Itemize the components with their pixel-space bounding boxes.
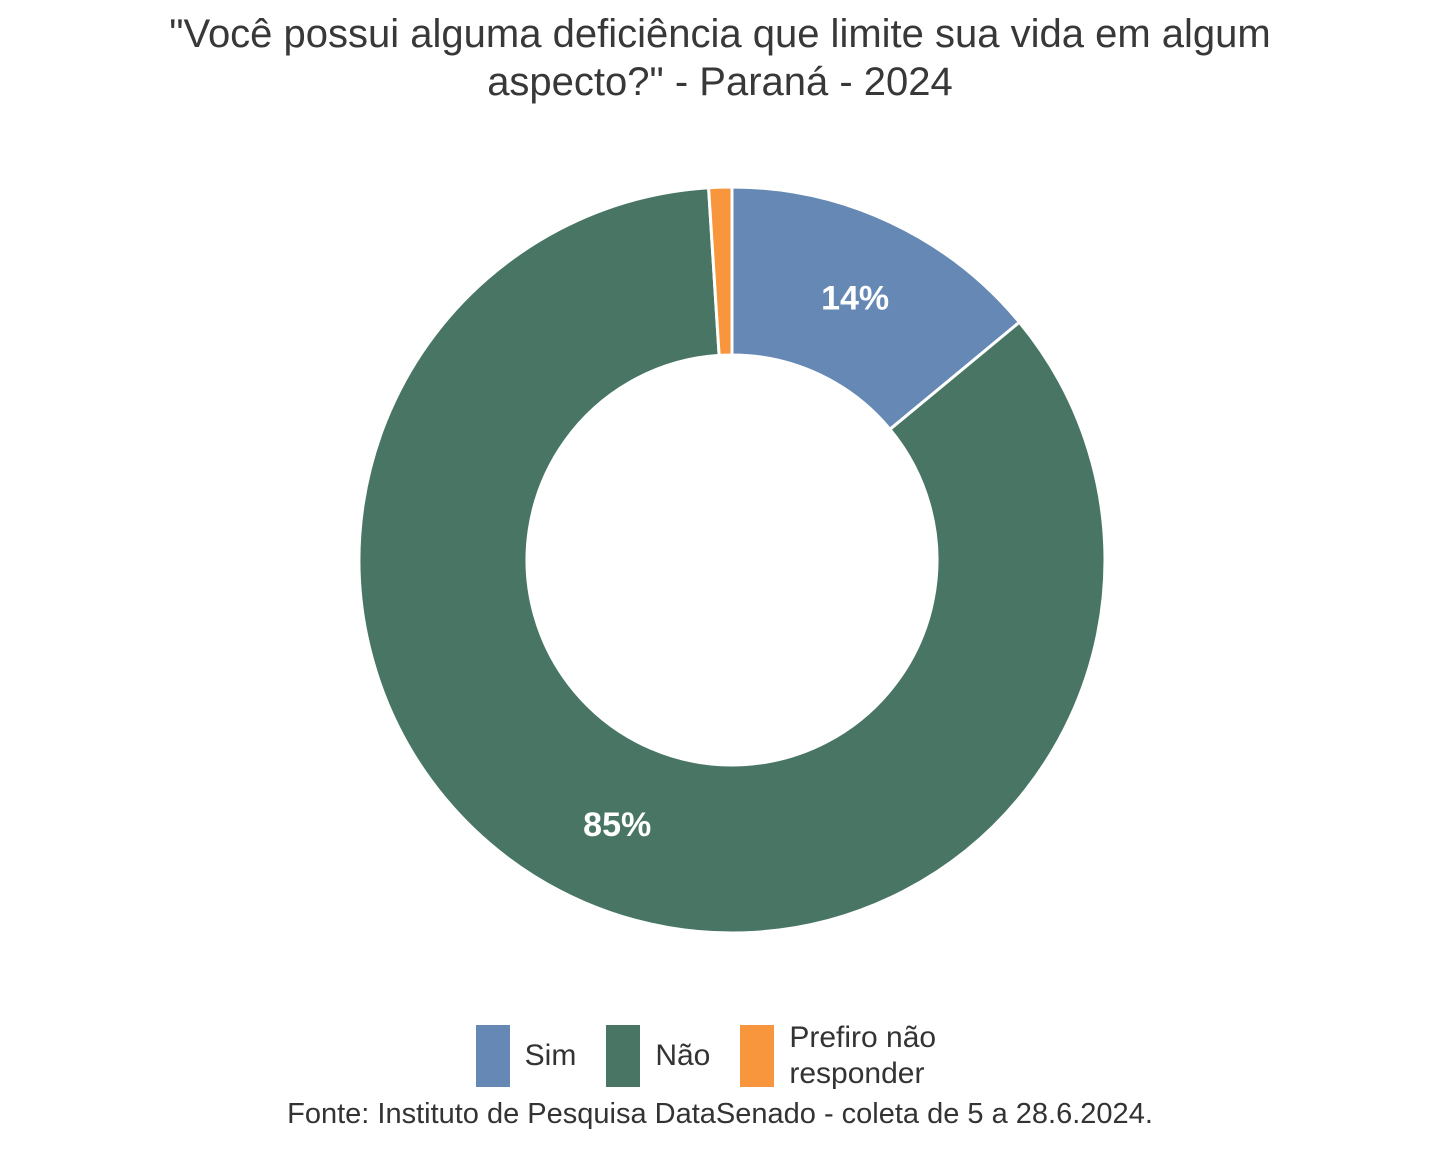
legend-key-sim [475,1025,510,1087]
legend-item-nao: Não [606,1025,710,1087]
pie-slice-nao [357,186,1107,935]
legend-item-sim: Sim [475,1025,577,1087]
donut-chart: 14% 85% [357,185,1107,935]
legend-item-prefiro-nao-responder: Prefiro não responder [740,1020,964,1092]
legend-label-nao: Não [655,1039,711,1072]
pie-slice-prefiro-nao-responder [707,185,734,357]
donut-chart-area: 14% 85% [354,182,1110,938]
pie-slice-sim [730,185,1021,431]
legend-label-sim: Sim [524,1039,577,1072]
slice-label-nao: 85% [583,806,651,844]
chart-legend: Sim Não Prefiro não responder [0,1020,1440,1092]
legend-key-prefiro-nao-responder [740,1025,775,1087]
chart-title: "Você possui alguma deficiência que limi… [169,12,1271,104]
slice-label-sim: 14% [821,280,889,318]
legend-label-prefiro-nao-responder: Prefiro não responder [789,1021,937,1090]
source-note: Fonte: Instituto de Pesquisa DataSenado … [287,1098,1153,1130]
legend-key-nao [606,1025,641,1087]
